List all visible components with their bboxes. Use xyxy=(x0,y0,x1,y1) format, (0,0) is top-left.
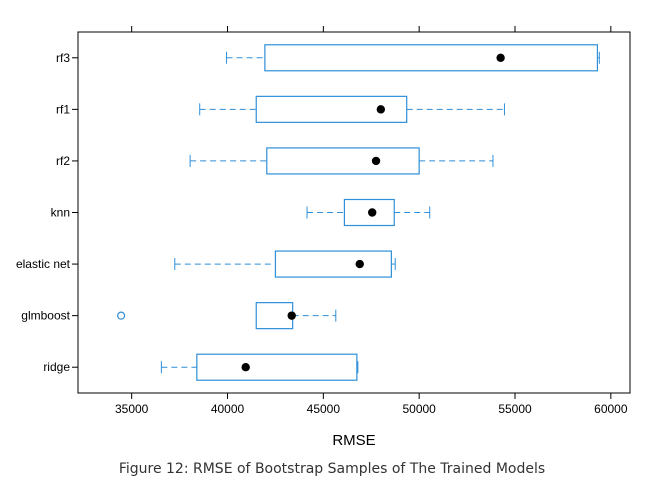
box-group-rf2 xyxy=(189,147,494,175)
plot-frame xyxy=(77,31,631,394)
box-group-glmboost xyxy=(117,302,337,330)
x-tick-label: 50000 xyxy=(402,402,436,416)
category-label: knn xyxy=(51,206,70,220)
median-point xyxy=(287,311,296,320)
box-iqr xyxy=(266,147,420,175)
median-point xyxy=(371,156,381,166)
x-tick-label: 60000 xyxy=(594,402,628,416)
plot-area xyxy=(117,44,600,381)
category-label: ridge xyxy=(43,360,70,374)
median-point xyxy=(241,363,250,372)
box-iqr xyxy=(343,198,395,227)
box-group-ridge xyxy=(160,353,359,381)
category-label: elastic net xyxy=(16,257,71,271)
box-group-rf1 xyxy=(199,95,505,123)
median-point xyxy=(368,208,377,217)
box-iqr xyxy=(264,44,599,72)
box-iqr xyxy=(274,250,392,278)
figure-caption: Figure 12: RMSE of Bootstrap Samples of … xyxy=(118,461,546,477)
x-tick-label: 55000 xyxy=(498,402,532,416)
x-tick-label: 35000 xyxy=(115,402,149,416)
median-point xyxy=(376,105,386,114)
category-label: rf3 xyxy=(56,51,70,65)
x-tick-label: 45000 xyxy=(307,402,341,416)
boxplot-chart: RMSE 35000 40000 45000 50000 55000 60000 rf3 rf… xyxy=(16,26,631,449)
category-label: glmboost xyxy=(21,309,70,323)
box-iqr xyxy=(255,95,408,123)
outlier-point xyxy=(117,311,126,320)
median-point xyxy=(496,53,505,62)
x-tick-label: 40000 xyxy=(211,402,245,416)
box-group-knn xyxy=(306,198,431,227)
box-group-rf3 xyxy=(226,44,600,72)
box-iqr xyxy=(255,302,294,330)
category-label: rf1 xyxy=(56,102,70,116)
box-group-elastic-net xyxy=(174,250,396,278)
category-label: rf2 xyxy=(56,154,70,168)
box-iqr xyxy=(196,353,358,381)
x-axis-title: RMSE xyxy=(332,432,375,449)
median-point xyxy=(355,259,364,269)
